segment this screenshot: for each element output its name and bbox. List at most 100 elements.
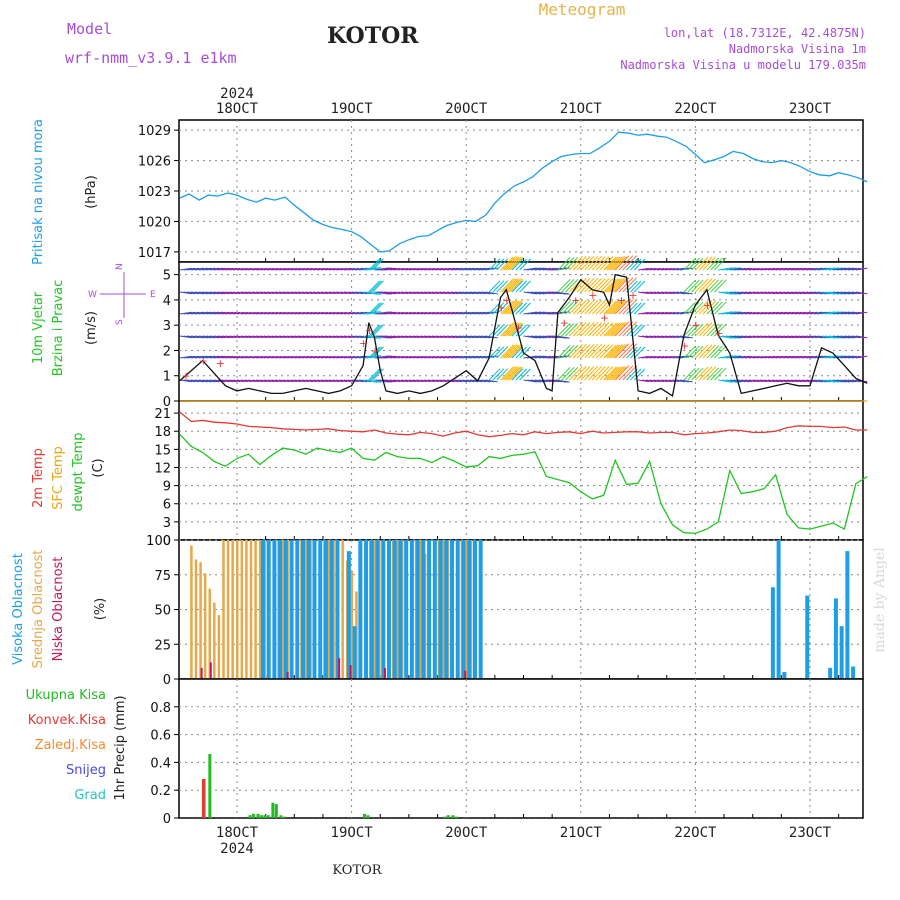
wind-barb bbox=[668, 267, 680, 271]
wind-barb bbox=[351, 335, 364, 339]
wind-barb bbox=[605, 256, 619, 271]
wind-barb bbox=[248, 379, 260, 383]
top-date-tick: 21OCT bbox=[560, 101, 603, 117]
wind-barb bbox=[505, 300, 520, 315]
wind-barb bbox=[633, 346, 646, 359]
wind-barb bbox=[431, 267, 443, 271]
wind-barb bbox=[412, 355, 424, 359]
wind-barb bbox=[481, 267, 494, 271]
mid-cloud-bar bbox=[208, 588, 211, 679]
top-date-tick: 20OCT bbox=[445, 101, 488, 117]
wind-barb bbox=[706, 345, 720, 359]
wind-barb bbox=[542, 335, 555, 339]
wind-barb bbox=[653, 379, 665, 383]
wind-barb bbox=[806, 267, 818, 271]
wind-barb bbox=[191, 267, 204, 271]
wind-barb bbox=[505, 366, 520, 381]
precip-ylabel: 1hr Precip (mm) bbox=[113, 695, 128, 800]
wind-barb bbox=[221, 291, 234, 295]
wind-barb bbox=[256, 335, 267, 339]
wind-barb bbox=[290, 355, 302, 359]
wind-barb bbox=[359, 311, 372, 315]
wind-barb bbox=[240, 267, 252, 271]
high-cloud-bar bbox=[392, 540, 397, 679]
wind-barb bbox=[764, 355, 776, 359]
wind-barb bbox=[531, 379, 545, 383]
wind-barb bbox=[443, 291, 455, 295]
wind-barb bbox=[572, 300, 587, 315]
wind-barb bbox=[240, 355, 252, 359]
wind-barb bbox=[680, 379, 693, 383]
wind-barb bbox=[466, 335, 479, 339]
wind-barb bbox=[787, 291, 799, 295]
wind-barb bbox=[271, 291, 282, 295]
wind-barb bbox=[336, 267, 347, 271]
wind-barb bbox=[695, 322, 709, 337]
y-tick-label: 21 bbox=[154, 407, 171, 422]
wind-barb bbox=[466, 291, 479, 295]
wind-barb bbox=[320, 335, 332, 339]
wind-barb bbox=[229, 267, 241, 271]
cloud-unit: (%) bbox=[93, 598, 108, 621]
gust-marker: + bbox=[497, 301, 506, 314]
wind-barb bbox=[485, 291, 498, 295]
wind-barb bbox=[817, 355, 831, 359]
wind-barb bbox=[473, 291, 486, 295]
wind-barb bbox=[672, 379, 686, 383]
wind-barb bbox=[821, 311, 836, 315]
wind-barb bbox=[385, 311, 397, 315]
wind-barb bbox=[194, 355, 208, 359]
wind-barb bbox=[248, 311, 260, 315]
wind-barb bbox=[576, 278, 591, 293]
wind-barb bbox=[756, 267, 768, 271]
wind-barb bbox=[431, 355, 443, 359]
wind-barb bbox=[509, 366, 524, 381]
wind-barb bbox=[416, 267, 428, 271]
wind-barb bbox=[179, 379, 192, 383]
wind-barb bbox=[485, 335, 498, 339]
wind-barb bbox=[473, 379, 486, 383]
wind-barb bbox=[538, 379, 551, 383]
wind-barb bbox=[488, 346, 501, 359]
wind-barb bbox=[660, 335, 672, 339]
wind-barb bbox=[718, 267, 733, 271]
wind-barb bbox=[477, 311, 491, 315]
wind-barb bbox=[450, 267, 463, 271]
wind-barb bbox=[462, 291, 475, 295]
wind-barb bbox=[832, 291, 847, 295]
wind-barb bbox=[588, 321, 603, 337]
wind-barb bbox=[515, 280, 528, 293]
wind-barb bbox=[412, 379, 424, 383]
wind-barb bbox=[565, 301, 579, 315]
wind-barb bbox=[278, 267, 290, 271]
wind-barb bbox=[267, 355, 279, 359]
gust-marker: + bbox=[680, 339, 689, 352]
wind-barb bbox=[607, 278, 621, 293]
wind-barb bbox=[714, 345, 727, 359]
wind-barb bbox=[825, 311, 840, 315]
wind-barb bbox=[714, 323, 727, 337]
mid-cloud-bar bbox=[327, 540, 331, 679]
wind-barb bbox=[576, 322, 591, 337]
wind-barb bbox=[492, 258, 505, 271]
wind-barb bbox=[236, 311, 248, 315]
wind-barb bbox=[840, 267, 854, 271]
wind-barb bbox=[275, 335, 286, 339]
y-tick-label: 6 bbox=[163, 498, 171, 513]
wind-barb bbox=[771, 355, 783, 359]
wind-barb bbox=[340, 267, 352, 271]
y-tick-label: 1026 bbox=[138, 155, 171, 170]
wind-barb bbox=[214, 291, 226, 295]
wind-barb bbox=[568, 344, 583, 359]
wind-barb bbox=[595, 344, 610, 359]
wind-barb bbox=[638, 379, 649, 383]
mid-cloud-bar bbox=[236, 540, 239, 679]
wind-barb bbox=[244, 379, 256, 383]
wind-barb bbox=[580, 343, 595, 359]
wind-barb bbox=[576, 344, 591, 359]
wind-barb bbox=[481, 355, 494, 359]
wind-barb bbox=[779, 355, 791, 359]
panel-frame bbox=[178, 261, 864, 402]
high-cloud-bar bbox=[782, 672, 787, 679]
wind-barb bbox=[424, 379, 435, 383]
